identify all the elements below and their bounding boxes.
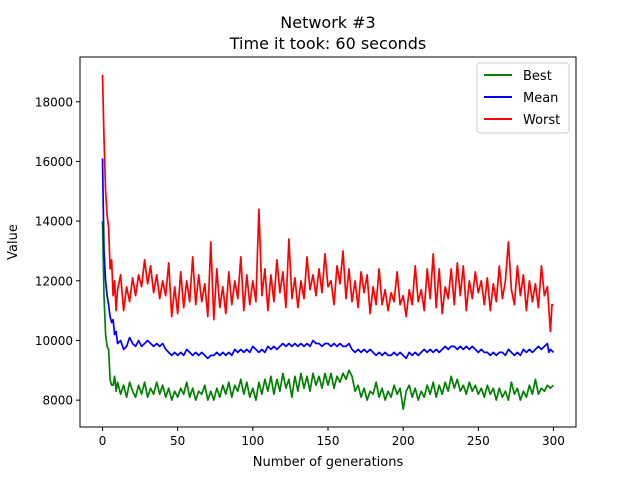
series-line-mean (101, 158, 555, 360)
axis-ticks: 0 50 100 150 200 250 300 8000 10000 12000 14000 160… (35, 95, 565, 448)
x-tick-label: 250 (467, 434, 490, 448)
x-tick-label: 50 (170, 434, 185, 448)
y-tick-label: 8000 (42, 394, 73, 408)
x-tick-label: 300 (542, 434, 565, 448)
y-tick-label: 16000 (35, 155, 73, 169)
legend: Best Mean Worst (476, 62, 570, 134)
x-tick-label: 150 (317, 434, 340, 448)
x-tick-label: 0 (99, 434, 107, 448)
chart-subtitle: Time it took: 60 seconds (229, 34, 426, 53)
x-tick-label: 200 (392, 434, 415, 448)
legend-label-worst: Worst (523, 113, 560, 128)
x-axis-label: Number of generations (253, 455, 404, 470)
chart-title: Network #3 (280, 13, 375, 32)
y-tick-label: 10000 (35, 334, 73, 348)
x-tick-label: 100 (241, 434, 264, 448)
plot-area (101, 74, 555, 410)
plot-frame (79, 56, 577, 428)
y-axis-label: Value (6, 224, 21, 260)
y-tick-label: 18000 (35, 95, 73, 109)
legend-label-best: Best (523, 69, 552, 84)
legend-box (476, 62, 570, 134)
series-line-worst (101, 74, 554, 333)
y-tick-label: 14000 (35, 215, 73, 229)
series-line-best (101, 221, 555, 410)
y-tick-label: 12000 (35, 274, 73, 288)
legend-label-mean: Mean (523, 91, 558, 106)
